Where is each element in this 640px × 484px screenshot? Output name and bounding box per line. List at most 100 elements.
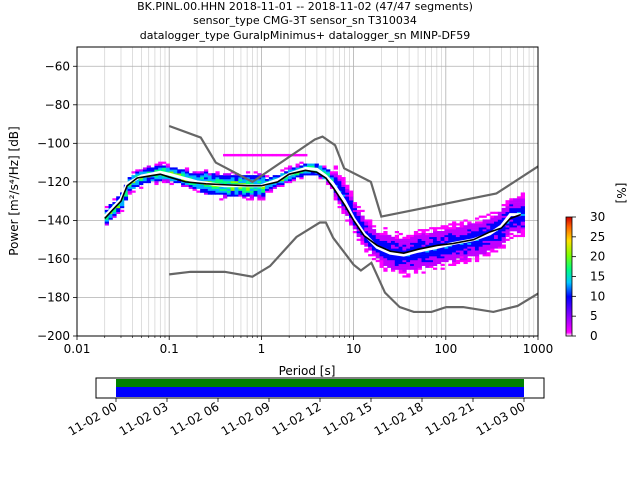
- heatmap-cell: [417, 238, 422, 241]
- heatmap-cell: [478, 223, 483, 226]
- heatmap-cell: [375, 250, 380, 253]
- x-tick-label: 100: [434, 342, 457, 356]
- heatmap-cell: [245, 180, 251, 184]
- heatmap-cell: [497, 238, 503, 241]
- heatmap-cell: [383, 259, 388, 263]
- heatmap-cell: [181, 178, 186, 182]
- heatmap-cell: [440, 236, 445, 240]
- heatmap-cell: [364, 230, 369, 234]
- heatmap-cell: [497, 215, 503, 218]
- heatmap-cell: [398, 242, 403, 245]
- heatmap-cell: [364, 240, 369, 243]
- heatmap-cell: [425, 256, 430, 259]
- heatmap-cell: [452, 246, 457, 249]
- heatmap-cell: [127, 178, 132, 182]
- heatmap-cell: [463, 244, 468, 247]
- heatmap-cell: [474, 248, 480, 251]
- heatmap-cell: [425, 259, 430, 263]
- heatmap-cell: [410, 265, 415, 268]
- heatmap-cell: [459, 242, 464, 245]
- heatmap-cell: [104, 217, 109, 220]
- heatmap-cell: [413, 246, 419, 249]
- heatmap-cell: [219, 177, 224, 180]
- heatmap-cell: [486, 234, 491, 238]
- heatmap-cell: [150, 169, 155, 172]
- heatmap-cell: [474, 254, 480, 257]
- heatmap-cell: [402, 250, 407, 253]
- heatmap-cell: [303, 171, 308, 174]
- heatmap-cell: [104, 219, 109, 222]
- colorbar-tick-label: 20: [590, 250, 605, 264]
- heatmap-cell: [429, 244, 434, 247]
- heatmap-cell: [482, 240, 487, 243]
- heatmap-cell: [234, 177, 239, 180]
- availability-tick-label: 11-02 00: [66, 399, 120, 438]
- heatmap-cell: [482, 215, 487, 218]
- heatmap-cell: [520, 232, 525, 236]
- heatmap-cell: [352, 211, 358, 214]
- heatmap-cell: [223, 153, 228, 157]
- heatmap-cell: [230, 186, 235, 189]
- heatmap-cell: [459, 259, 464, 263]
- heatmap-cell: [184, 171, 190, 174]
- heatmap-cell: [223, 180, 228, 184]
- heatmap-cell: [486, 225, 491, 228]
- heatmap-cell: [490, 248, 495, 251]
- heatmap-cell: [253, 171, 258, 174]
- heatmap-cell: [417, 240, 422, 243]
- colorbar-tick-label: 5: [590, 309, 598, 323]
- heatmap-cell: [459, 232, 464, 236]
- heatmap-cell: [516, 234, 522, 238]
- heatmap-cell: [471, 242, 476, 245]
- heatmap-cell: [349, 223, 354, 226]
- heatmap-cell: [471, 250, 476, 253]
- heatmap-cell: [253, 190, 258, 193]
- heatmap-cell: [162, 180, 167, 184]
- heatmap-cell: [261, 175, 266, 178]
- colorbar: [565, 216, 573, 337]
- heatmap-cell: [116, 204, 121, 207]
- heatmap-cell: [200, 184, 205, 187]
- heatmap-cell: [516, 207, 522, 211]
- heatmap-cell: [494, 234, 499, 238]
- heatmap-cell: [276, 182, 281, 186]
- heatmap-cell: [432, 242, 438, 245]
- heatmap-cell: [211, 188, 216, 191]
- heatmap-cell: [120, 200, 125, 203]
- heatmap-cell: [513, 225, 518, 228]
- heatmap-cell: [192, 177, 197, 180]
- heatmap-cell: [284, 177, 289, 180]
- heatmap-cell: [165, 165, 171, 168]
- x-tick-label: 1000: [523, 342, 554, 356]
- heatmap-cell: [272, 177, 277, 180]
- heatmap-cell: [329, 171, 335, 174]
- y-tick-label: −200: [37, 329, 70, 343]
- heatmap-cell: [188, 184, 193, 187]
- heatmap-cell: [230, 188, 235, 191]
- heatmap-cell: [494, 211, 499, 214]
- heatmap-cell: [158, 167, 163, 170]
- heatmap-cell: [238, 194, 243, 197]
- y-axis-ticks: −60 −80 −100 −120 −140 −160 −180 −200: [37, 59, 77, 343]
- heatmap-cell: [398, 240, 403, 243]
- heatmap-cell: [352, 209, 358, 213]
- heatmap-cell: [356, 229, 361, 232]
- heatmap-cell: [452, 236, 457, 240]
- heatmap-cell: [432, 259, 438, 263]
- heatmap-cell: [142, 167, 148, 170]
- heatmap-cell: [299, 153, 304, 157]
- heatmap-cell: [158, 177, 163, 180]
- availability-tick-label: 11-02 15: [321, 399, 375, 438]
- heatmap-cell: [299, 171, 304, 174]
- heatmap-cell: [341, 188, 346, 191]
- heatmap-cell: [364, 219, 369, 222]
- heatmap-cell: [471, 225, 476, 228]
- heatmap-cell: [387, 238, 392, 241]
- heatmap-cell: [432, 230, 438, 234]
- heatmap-cell: [490, 240, 495, 243]
- heatmap-cell: [249, 190, 254, 193]
- heatmap-cell: [490, 225, 495, 228]
- heatmap-cell: [341, 209, 346, 213]
- heatmap-cell: [162, 178, 167, 182]
